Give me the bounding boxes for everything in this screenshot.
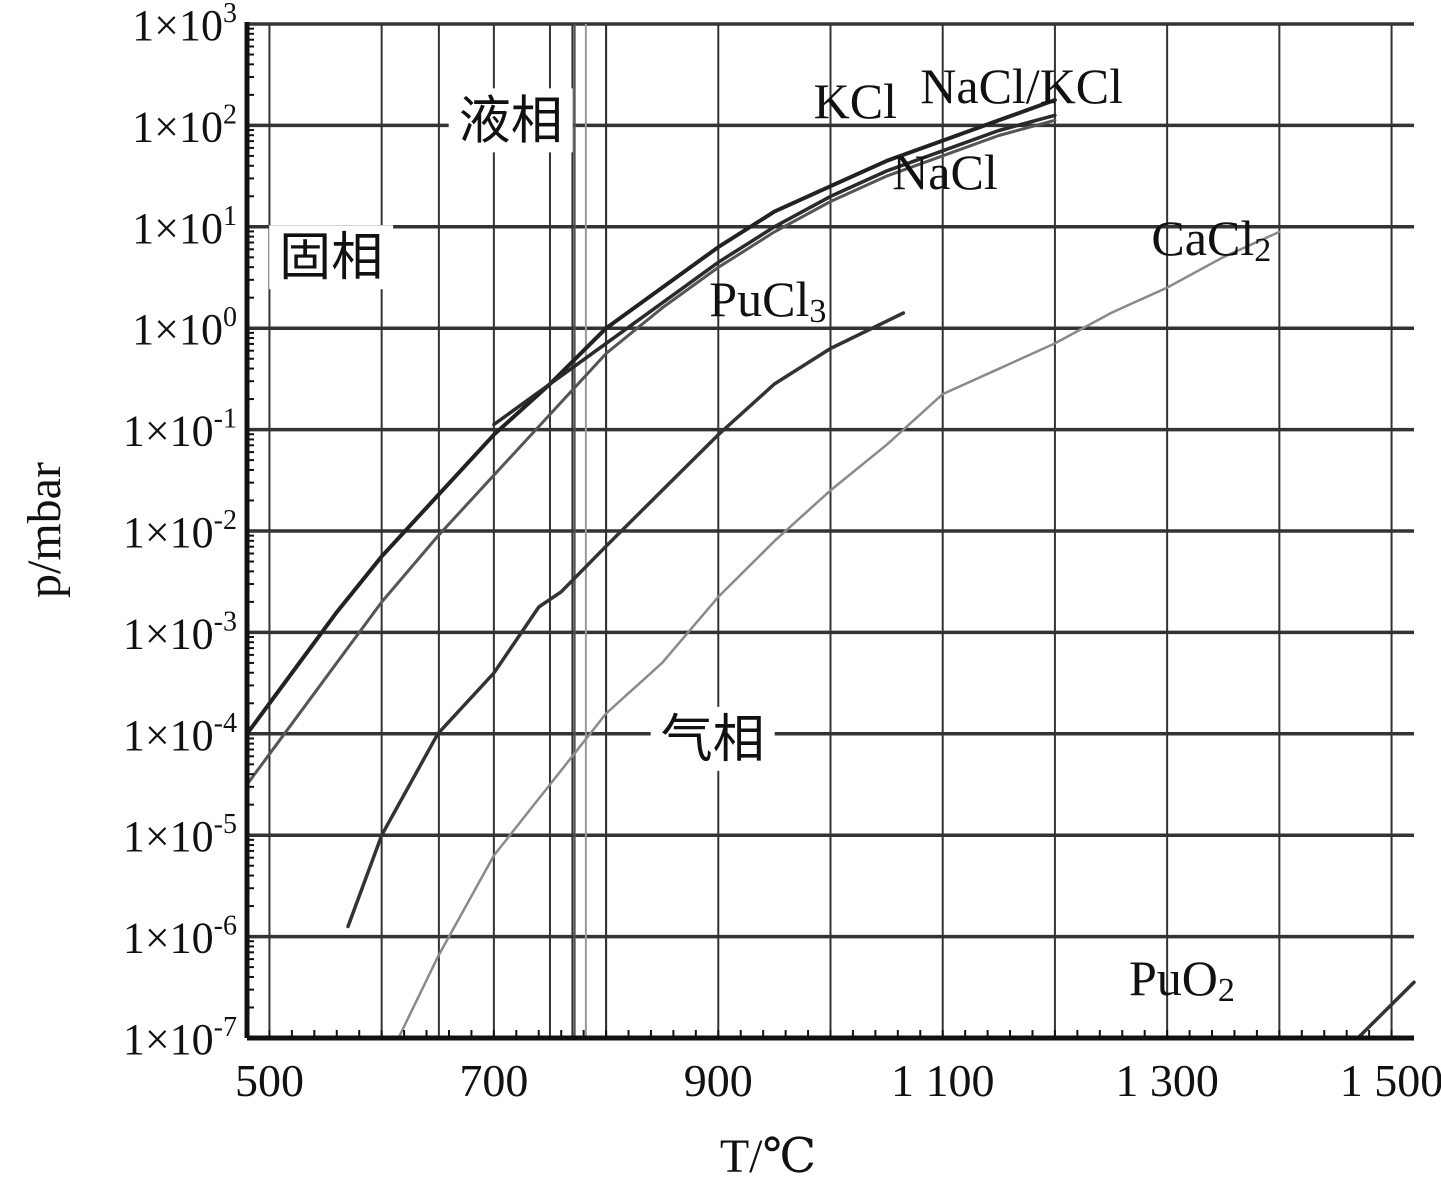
x-axis-label: T/℃ <box>720 1130 816 1181</box>
y-tick-label: 1×100 <box>132 302 237 354</box>
x-tick-label: 1 100 <box>891 1055 995 1106</box>
series-nacl <box>245 118 1057 786</box>
y-tick-label: 1×10-2 <box>123 505 237 557</box>
region-label-background <box>269 225 394 290</box>
series-nacl-kcl <box>492 113 1057 427</box>
y-tick-label: 1×102 <box>132 99 237 151</box>
series-cacl2 <box>397 230 1281 1040</box>
melting-point-lines <box>437 24 608 1038</box>
y-tick-label: 1×103 <box>132 0 237 50</box>
y-tick-label: 1×10-4 <box>123 708 237 760</box>
series-label: NaCl/KCl <box>920 58 1123 114</box>
series-pucl3 <box>346 311 906 929</box>
y-tick-label: 1×10-1 <box>123 404 237 456</box>
series-curves <box>245 98 1416 1040</box>
series-kcl <box>245 98 1057 736</box>
series-label: PuCl3 <box>709 271 826 330</box>
region-label: 固相 <box>279 228 383 288</box>
series-labels: KCl NaCl/KCl NaCl PuCl3 CaCl2 PuO2 <box>709 58 1271 1009</box>
series-puo2 <box>1356 980 1416 1040</box>
region-label: 气相 <box>661 710 765 770</box>
region-label-background <box>448 88 573 153</box>
series-label: KCl <box>814 73 897 129</box>
x-tick-label: 1 300 <box>1115 1055 1219 1106</box>
x-tick-label: 1 500 <box>1340 1055 1441 1106</box>
region-label: 液相 <box>459 91 563 151</box>
y-tick-label: 1×101 <box>132 201 237 253</box>
series-label: PuO2 <box>1129 950 1235 1009</box>
grid <box>247 22 1414 1040</box>
x-tick-label: 900 <box>684 1055 753 1106</box>
y-tick-label: 1×10-7 <box>123 1012 237 1064</box>
axes <box>244 22 1414 1041</box>
y-tick-labels: 1×103 1×102 1×101 1×100 1×10-1 1×10-2 1×10-3 1×… <box>123 0 237 1064</box>
y-tick-label: 1×10-5 <box>123 809 237 861</box>
series-label: NaCl <box>892 144 998 200</box>
y-axis-label: p/mbar <box>18 462 71 598</box>
region-label-background <box>650 706 775 771</box>
x-tick-label: 500 <box>235 1055 304 1106</box>
series-label: CaCl2 <box>1151 210 1271 269</box>
y-tick-label: 1×10-3 <box>123 606 237 658</box>
x-tick-label: 700 <box>459 1055 528 1106</box>
y-tick-label: 1×10-6 <box>123 911 237 963</box>
x-tick-labels: 500 700 900 1 100 1 300 1 500 <box>235 1055 1441 1106</box>
